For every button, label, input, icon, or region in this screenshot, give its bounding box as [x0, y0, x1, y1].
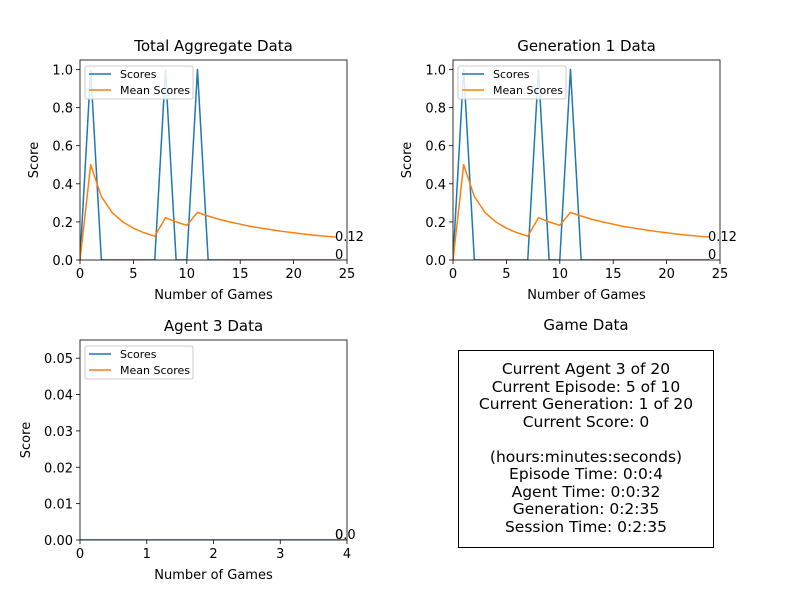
end-value-label: 0.12	[708, 230, 737, 245]
y-tick-label: 0.02	[44, 461, 73, 476]
series-line-mean-scores	[80, 164, 337, 260]
legend-label-scores: Scores	[120, 68, 157, 81]
x-tick-label: 25	[712, 267, 729, 282]
chart-panel-2: Generation 1 Data 0 5 10 15 20 25 0.0 0.2 0.4 0.6 0…	[400, 37, 737, 303]
x-axis-label: Number of Games	[154, 288, 273, 303]
chart-title: Total Aggregate Data	[133, 37, 293, 55]
chart-panel-1: Total Aggregate Data 0 5 10 15 20 25 0.0 0.2 0.4 0…	[27, 37, 364, 303]
x-tick-label: 20	[658, 267, 675, 282]
game-data-title-layer	[0, 0, 800, 340]
series-line-mean-scores	[453, 164, 710, 260]
legend-label-scores: Scores	[120, 348, 157, 361]
x-tick-label: 5	[129, 267, 137, 282]
x-axis-label: Number of Games	[154, 568, 273, 583]
y-tick-label: 0.6	[52, 140, 73, 155]
legend-label-mean-scores: Mean Scores	[120, 364, 190, 377]
x-tick-label: 0	[76, 267, 84, 282]
y-tick-label: 1.0	[52, 64, 73, 79]
current-agent-text: Current Agent 3 of 20	[501, 360, 671, 378]
y-tick-label: 0.8	[425, 102, 446, 117]
x-tick-label: 2	[209, 547, 217, 562]
episode-time-text: Episode Time: 0:0:4	[509, 465, 663, 483]
legend-label-scores: Scores	[493, 68, 530, 81]
generation-time-text: Generation: 0:2:35	[512, 500, 660, 518]
y-tick-label: 0.2	[52, 216, 73, 231]
y-tick-label: 0.0	[425, 254, 446, 269]
y-tick-label: 0.0	[52, 254, 73, 269]
x-tick-label: 1	[143, 547, 151, 562]
current-episode-text: Current Episode: 5 of 10	[491, 377, 681, 396]
y-tick-label: 1.0	[425, 64, 446, 79]
y-tick-label: 0.00	[44, 534, 73, 549]
y-tick-label: 0.04	[44, 389, 73, 404]
x-tick-label: 4	[343, 547, 351, 562]
legend: Scores Mean Scores	[84, 65, 194, 100]
legend: Scores Mean Scores	[84, 345, 194, 380]
y-axis-label: Score	[19, 422, 34, 458]
legend-box	[84, 345, 194, 380]
y-tick-label: 0.8	[52, 102, 73, 117]
y-tick-label: 0.4	[52, 178, 73, 193]
game-data-title: Game Data	[543, 316, 629, 334]
info-spacer	[459, 431, 713, 449]
x-tick-label: 3	[276, 547, 284, 562]
y-tick-label: 0.4	[425, 178, 446, 193]
chart-title: Generation 1 Data	[517, 37, 656, 55]
x-tick-label: 0	[76, 547, 84, 562]
x-axis-label: Number of Games	[527, 288, 646, 303]
legend-label-mean-scores: Mean Scores	[493, 84, 563, 97]
end-value-label: 0.0	[335, 528, 356, 543]
axes-frame	[452, 59, 721, 261]
x-tick-label: 15	[232, 267, 249, 282]
agent-time-text: Agent Time: 0:0:32	[511, 482, 661, 501]
y-tick-label: 0.6	[425, 140, 446, 155]
session-time-text: Session Time: 0:2:35	[504, 517, 668, 536]
chart-title: Agent 3 Data	[164, 317, 263, 335]
y-tick-label: 0.2	[425, 216, 446, 231]
legend-label-mean-scores: Mean Scores	[120, 84, 190, 97]
x-tick-label: 25	[339, 267, 356, 282]
x-tick-label: 20	[285, 267, 302, 282]
y-axis-label: Score	[27, 142, 42, 178]
end-value-label: 0.12	[335, 230, 364, 245]
x-tick-label: 15	[605, 267, 622, 282]
y-tick-label: 0.05	[44, 352, 73, 367]
current-score-text: Current Score: 0	[522, 412, 650, 431]
y-tick-label: 0.01	[44, 498, 73, 513]
end-value-label: 0	[708, 248, 716, 263]
game-data-panel: Current Agent 3 of 20 Current Episode: 5…	[458, 350, 714, 548]
end-value-label: 0	[335, 248, 343, 263]
time-format-text: (hours:minutes:seconds)	[489, 447, 683, 466]
x-tick-label: 10	[179, 267, 196, 282]
legend: Scores Mean Scores	[457, 65, 567, 100]
current-generation-text: Current Generation: 1 of 20	[478, 395, 694, 413]
x-tick-label: 5	[502, 267, 510, 282]
axes-frame	[79, 59, 348, 261]
end-value-label: 0	[335, 528, 343, 543]
legend-box	[84, 65, 194, 100]
x-tick-label: 0	[449, 267, 457, 282]
legend-box	[457, 65, 567, 100]
y-axis-label: Score	[400, 142, 415, 178]
x-tick-label: 10	[552, 267, 569, 282]
y-tick-label: 0.03	[44, 425, 73, 440]
